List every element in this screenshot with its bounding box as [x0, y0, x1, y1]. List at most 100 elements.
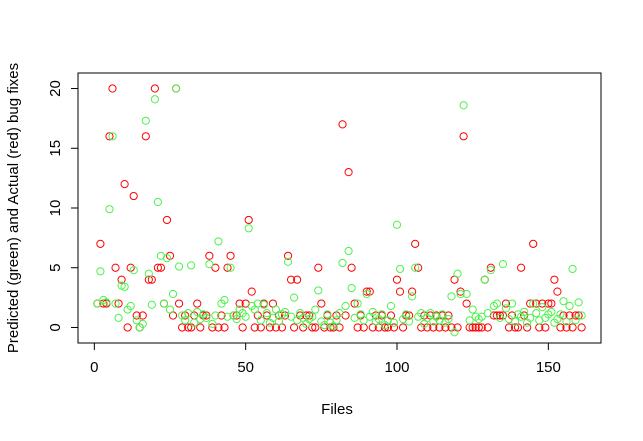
data-point [401, 310, 411, 319]
data-point [214, 323, 223, 332]
data-point [235, 299, 244, 308]
data-point [184, 309, 193, 318]
data-point [217, 311, 226, 320]
data-point [474, 323, 483, 332]
data-point [253, 299, 262, 308]
data-point [190, 318, 199, 327]
data-point [156, 263, 166, 272]
data-point [168, 289, 178, 299]
data-point [220, 295, 229, 305]
data-point [162, 215, 172, 225]
data-point [238, 323, 247, 332]
data-point [477, 312, 486, 321]
data-point [108, 84, 117, 93]
data-point [274, 317, 284, 326]
data-point [286, 312, 296, 321]
data-point [214, 237, 223, 246]
data-point [205, 260, 214, 269]
data-point [314, 286, 323, 295]
data-point [108, 132, 117, 141]
data-point [480, 275, 489, 284]
data-point [538, 303, 547, 312]
data-point [392, 275, 402, 284]
data-point [395, 264, 405, 274]
data-point [486, 263, 495, 272]
data-point [523, 323, 532, 332]
data-point [553, 287, 562, 296]
data-point [141, 132, 150, 141]
data-point [444, 311, 453, 320]
data-point [465, 316, 474, 325]
data-point [526, 313, 535, 323]
data-point [459, 132, 468, 141]
data-point [286, 275, 296, 284]
data-point [447, 292, 456, 301]
data-point [208, 323, 217, 332]
data-point [526, 299, 535, 308]
data-point [495, 313, 505, 323]
data-point [529, 299, 538, 308]
data-point [362, 287, 371, 296]
data-point [187, 261, 196, 270]
data-point [111, 263, 120, 272]
data-point [532, 299, 541, 308]
data-point [389, 323, 399, 332]
data-point [344, 168, 353, 177]
data-point [202, 313, 211, 323]
data-point [510, 323, 520, 332]
data-point [102, 298, 111, 307]
data-point [441, 323, 450, 332]
y-tick-label: 0 [47, 323, 64, 331]
data-point [577, 311, 586, 320]
data-point [196, 323, 205, 332]
data-point [468, 305, 477, 314]
data-point [132, 316, 141, 325]
data-point [498, 260, 508, 269]
data-point [492, 299, 501, 308]
data-point [226, 263, 235, 272]
x-axis-label: Files [321, 401, 353, 418]
data-point [344, 246, 353, 256]
data-point [120, 282, 129, 291]
data-point [562, 317, 571, 326]
data-point [577, 323, 586, 332]
data-point [550, 275, 559, 284]
data-point [126, 301, 135, 311]
data-point [138, 319, 147, 328]
data-point [429, 323, 438, 332]
data-point [395, 287, 405, 296]
data-point [359, 316, 368, 325]
data-point [507, 299, 517, 308]
data-point [123, 323, 132, 332]
data-point [308, 312, 317, 321]
data-point [544, 299, 553, 308]
data-point [162, 254, 172, 263]
data-point [408, 287, 417, 296]
data-point [571, 316, 580, 325]
data-point [184, 323, 193, 332]
data-point [483, 323, 492, 332]
data-point [283, 257, 293, 266]
data-point [114, 313, 123, 323]
data-point [193, 299, 202, 308]
data-point [153, 263, 163, 272]
data-point [311, 323, 320, 332]
data-point [150, 95, 159, 104]
data-point [411, 239, 420, 248]
data-point [96, 267, 105, 276]
data-point [426, 309, 435, 318]
data-point [335, 309, 344, 318]
data-point [129, 266, 138, 275]
data-point [314, 263, 323, 272]
data-point [347, 283, 356, 293]
data-point [350, 299, 359, 308]
data-point [483, 309, 492, 318]
data-point [392, 220, 402, 229]
data-point [174, 262, 184, 271]
data-point [341, 301, 350, 311]
data-point [120, 180, 129, 189]
data-point [96, 239, 105, 248]
data-point [362, 289, 371, 299]
data-point [462, 289, 471, 299]
data-point [153, 197, 163, 207]
